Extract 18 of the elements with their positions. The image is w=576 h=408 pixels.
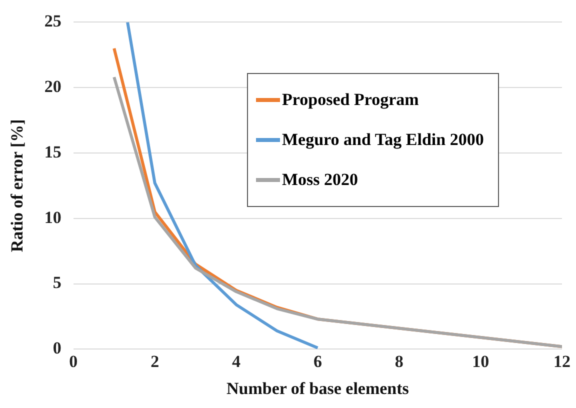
x-tick-label: 8 <box>394 352 404 371</box>
x-axis-title: Number of base elements <box>226 379 410 398</box>
y-tick-label: 5 <box>52 273 62 292</box>
legend-label: Proposed Program <box>282 90 419 110</box>
y-axis-title: Ratio of error [%] <box>8 119 27 252</box>
y-tick-label: 15 <box>44 142 62 162</box>
y-tick-label: 10 <box>44 208 62 227</box>
y-tick-label: 20 <box>44 76 62 96</box>
x-tick-label: 12 <box>554 352 570 371</box>
x-tick-label: 2 <box>150 352 160 371</box>
y-tick-label: 25 <box>44 12 62 31</box>
x-tick-label: 6 <box>313 352 322 371</box>
legend-label: Moss 2020 <box>282 170 358 190</box>
x-tick-label: 10 <box>472 352 490 371</box>
x-tick-label: 0 <box>69 352 78 371</box>
legend-label: Meguro and Tag Eldin 2000 <box>282 130 484 150</box>
x-tick-label: 4 <box>232 352 242 371</box>
y-tick-label: 0 <box>52 338 62 358</box>
